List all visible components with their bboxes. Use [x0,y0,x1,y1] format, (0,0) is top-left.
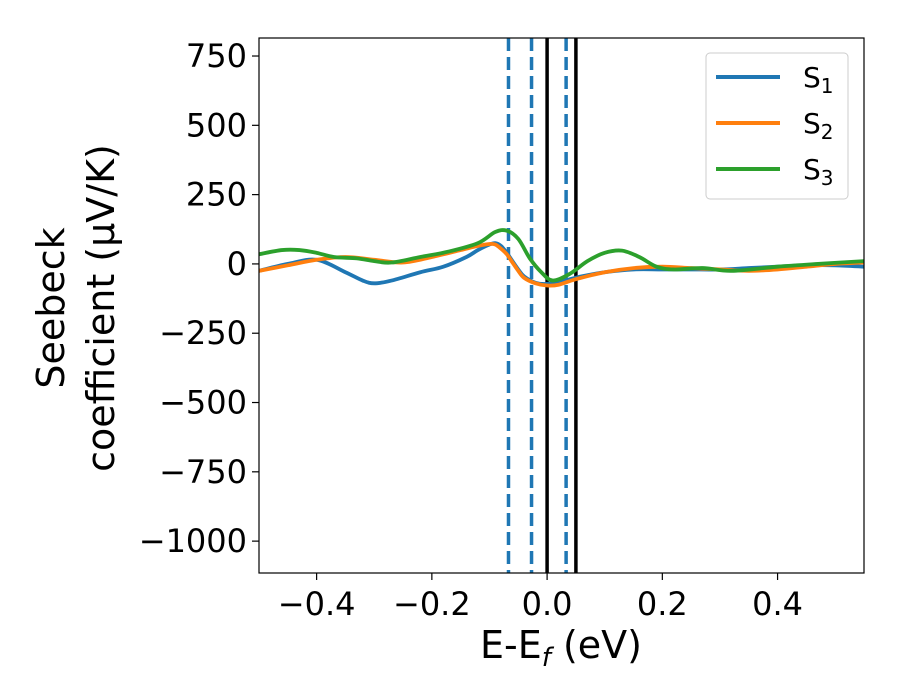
series-line-s3 [259,228,864,283]
x-axis-label-main: E-E [480,623,542,667]
x-tick-label: 0.2 [637,585,688,623]
x-tick-label: 0.0 [522,585,573,623]
legend-label-s3: S3 [803,153,834,190]
y-tick-label: −500 [159,384,247,422]
legend-label-s2: S2 [803,107,834,144]
legend: S1 S2 S3 [705,52,849,200]
y-tick-label: −250 [159,314,247,352]
y-tick-label: −750 [159,453,247,491]
y-axis-label: Seebeck coefficient (μV/K) [29,144,123,472]
y-axis-label-line2: coefficient (μV/K) [79,144,123,472]
y-tick-label: 750 [186,37,247,75]
x-axis: −0.4 −0.2 0.0 0.2 0.4 [278,573,803,623]
y-axis: 750 500 250 0 −250 −500 −750 −1000 [139,37,259,560]
y-tick-label: 500 [186,106,247,144]
legend-box [705,52,849,200]
y-tick-label: −1000 [139,522,247,560]
plot-frame [258,37,865,574]
y-axis-label-line1: Seebeck [29,227,73,388]
legend-label-s1: S1 [803,61,834,98]
y-tick-label: 0 [227,245,247,283]
series-lines [259,228,864,288]
vertical-lines [506,38,578,573]
x-axis-label: E-Ef (eV) [480,623,642,673]
x-tick-label: 0.4 [752,585,803,623]
x-tick-label: −0.2 [393,585,471,623]
x-axis-label-unit: (eV) [551,623,642,667]
y-tick-label: 250 [186,176,247,214]
x-tick-label: −0.4 [278,585,356,623]
